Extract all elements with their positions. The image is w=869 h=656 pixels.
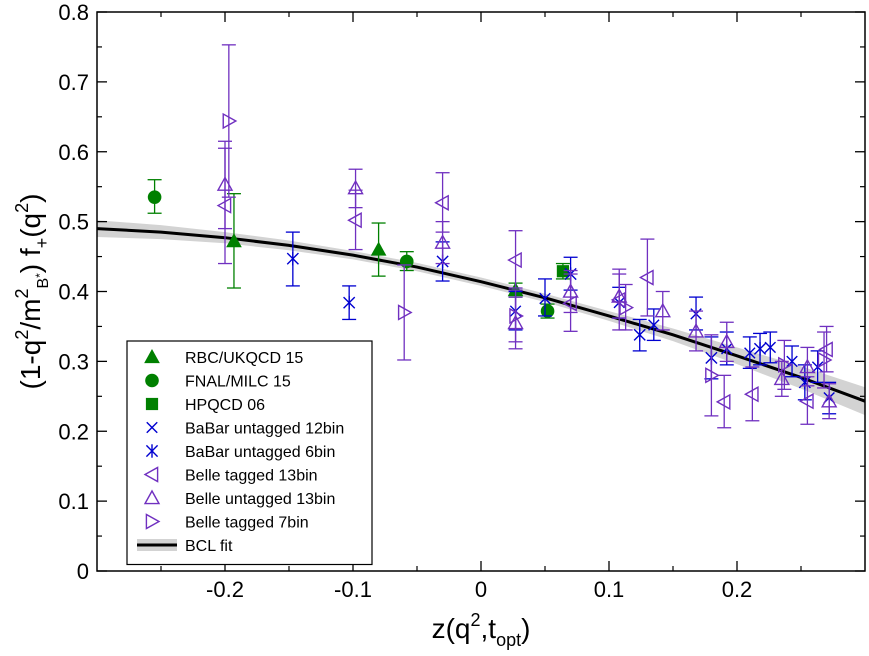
data-point bbox=[715, 374, 732, 429]
legend-item: Belle tagged 13bin bbox=[143, 466, 318, 485]
data-point bbox=[611, 273, 628, 319]
legend-marker bbox=[145, 444, 159, 458]
y-tick-label: 0.8 bbox=[58, 0, 89, 25]
y-tick-label: 0.4 bbox=[58, 280, 89, 305]
y-axis-title: (1-q2/m2B*) f+(q2) bbox=[12, 194, 52, 390]
x-tick-label: 0.2 bbox=[722, 577, 753, 602]
legend-item: BaBar untagged 6bin bbox=[145, 444, 335, 461]
fit-error-band bbox=[97, 220, 865, 416]
legend-items: RBC/UKQCD 15 FNAL/MILC 15 HPQCD 06 BaBar un… bbox=[137, 348, 344, 555]
x-tick-label: 0 bbox=[475, 577, 487, 602]
data-point bbox=[342, 285, 357, 321]
y-tick-label: 0 bbox=[77, 559, 89, 584]
y-tick-label: 0.6 bbox=[58, 140, 89, 165]
legend-label: BCL fit bbox=[185, 538, 233, 555]
legend-item: RBC/UKQCD 15 bbox=[144, 348, 303, 367]
y-tick-label: 0.5 bbox=[58, 210, 89, 235]
data-point bbox=[216, 140, 234, 230]
legend-marker bbox=[143, 489, 161, 505]
data-point bbox=[638, 238, 655, 317]
data-point bbox=[370, 222, 387, 277]
ticks-layer: -0.2 -0.1 0 0.1 0.2 0 0.1 0.2 0.3 0.4 0.5 0.6 0.7 0.8 bbox=[58, 0, 865, 602]
legend-label: Belle tagged 13bin bbox=[185, 468, 318, 485]
data-point bbox=[704, 334, 720, 417]
data-point bbox=[347, 168, 364, 209]
data-point bbox=[285, 231, 300, 287]
legend-item: Belle untagged 13bin bbox=[143, 489, 335, 508]
data-point bbox=[687, 310, 705, 352]
y-tick-label: 0.7 bbox=[58, 70, 89, 95]
data-point bbox=[743, 366, 760, 422]
data-point bbox=[654, 290, 671, 331]
legend-item: BCL fit bbox=[137, 538, 233, 555]
data-point bbox=[507, 230, 523, 289]
y-tick-label: 0.2 bbox=[58, 419, 89, 444]
x-axis-title: z(q2,topt) bbox=[432, 610, 531, 650]
legend-marker bbox=[146, 421, 158, 434]
legend-label: RBC/UKQCD 15 bbox=[185, 350, 303, 367]
fit-band-layer bbox=[97, 220, 865, 416]
legend-box bbox=[126, 340, 373, 566]
legend-marker bbox=[145, 373, 159, 388]
legend-label: HPQCD 06 bbox=[185, 397, 265, 414]
legend: RBC/UKQCD 15 FNAL/MILC 15 HPQCD 06 BaBar un… bbox=[126, 340, 373, 566]
series-7 bbox=[221, 44, 833, 417]
legend-item: BaBar untagged 12bin bbox=[146, 421, 344, 438]
data-point bbox=[742, 336, 757, 370]
data-point bbox=[397, 264, 413, 361]
data-point bbox=[777, 339, 793, 390]
legend-marker bbox=[145, 397, 159, 411]
data-point bbox=[618, 283, 635, 331]
data-point bbox=[226, 193, 242, 289]
legend-label: Belle untagged 13bin bbox=[185, 491, 335, 508]
data-point bbox=[646, 308, 661, 342]
legend-item: HPQCD 06 bbox=[145, 397, 265, 414]
data-point bbox=[562, 269, 579, 314]
legend-item: Belle tagged 7bin bbox=[145, 513, 309, 532]
x-tick-label: 0.1 bbox=[594, 577, 625, 602]
y-tick-label: 0.3 bbox=[58, 349, 89, 374]
data-point bbox=[763, 331, 778, 364]
legend-label: BaBar untagged 6bin bbox=[185, 444, 335, 461]
data-points-layer bbox=[147, 44, 838, 429]
x-tick-label: -0.1 bbox=[334, 577, 372, 602]
legend-marker bbox=[145, 513, 161, 530]
legend-label: Belle tagged 7bin bbox=[185, 515, 309, 532]
data-point bbox=[785, 345, 800, 378]
data-point bbox=[718, 321, 735, 363]
legend-marker bbox=[144, 348, 160, 364]
data-point bbox=[538, 278, 552, 317]
x-tick-label: -0.2 bbox=[206, 577, 244, 602]
data-point bbox=[221, 44, 238, 198]
y-tick-label: 0.1 bbox=[58, 489, 89, 514]
data-point bbox=[434, 220, 451, 265]
series-6 bbox=[216, 140, 838, 420]
legend-item: FNAL/MILC 15 bbox=[145, 373, 291, 391]
data-point bbox=[753, 332, 768, 366]
data-point bbox=[632, 318, 647, 352]
legend-label: BaBar untagged 12bin bbox=[185, 421, 344, 438]
data-point bbox=[508, 289, 525, 343]
series-1 bbox=[147, 179, 555, 319]
data-point bbox=[817, 331, 833, 389]
legend-marker bbox=[143, 466, 159, 483]
data-point bbox=[799, 346, 816, 387]
data-point bbox=[818, 325, 834, 373]
legend-label: FNAL/MILC 15 bbox=[185, 374, 291, 391]
data-point bbox=[147, 179, 162, 214]
